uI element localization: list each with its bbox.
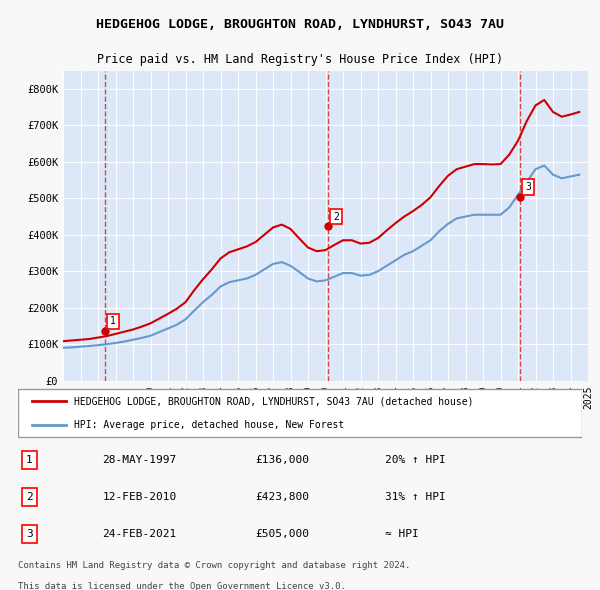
Text: 3: 3 [526,182,531,192]
Text: 20% ↑ HPI: 20% ↑ HPI [385,455,445,466]
Text: HEDGEHOG LODGE, BROUGHTON ROAD, LYNDHURST, SO43 7AU: HEDGEHOG LODGE, BROUGHTON ROAD, LYNDHURS… [96,18,504,31]
Text: £136,000: £136,000 [255,455,309,466]
Text: £505,000: £505,000 [255,529,309,539]
Text: 28-MAY-1997: 28-MAY-1997 [103,455,177,466]
Text: ≈ HPI: ≈ HPI [385,529,418,539]
Text: Price paid vs. HM Land Registry's House Price Index (HPI): Price paid vs. HM Land Registry's House … [97,53,503,66]
Text: 3: 3 [26,529,32,539]
Text: 24-FEB-2021: 24-FEB-2021 [103,529,177,539]
Text: 1: 1 [110,316,116,326]
Text: £423,800: £423,800 [255,492,309,502]
Text: 2: 2 [26,492,32,502]
Text: HPI: Average price, detached house, New Forest: HPI: Average price, detached house, New … [74,419,344,430]
Text: 1: 1 [26,455,32,466]
FancyBboxPatch shape [18,389,582,437]
Text: 2: 2 [333,212,339,222]
Text: This data is licensed under the Open Government Licence v3.0.: This data is licensed under the Open Gov… [18,582,346,590]
Text: Contains HM Land Registry data © Crown copyright and database right 2024.: Contains HM Land Registry data © Crown c… [18,561,410,570]
Text: HEDGEHOG LODGE, BROUGHTON ROAD, LYNDHURST, SO43 7AU (detached house): HEDGEHOG LODGE, BROUGHTON ROAD, LYNDHURS… [74,396,474,407]
Text: 31% ↑ HPI: 31% ↑ HPI [385,492,445,502]
Text: 12-FEB-2010: 12-FEB-2010 [103,492,177,502]
